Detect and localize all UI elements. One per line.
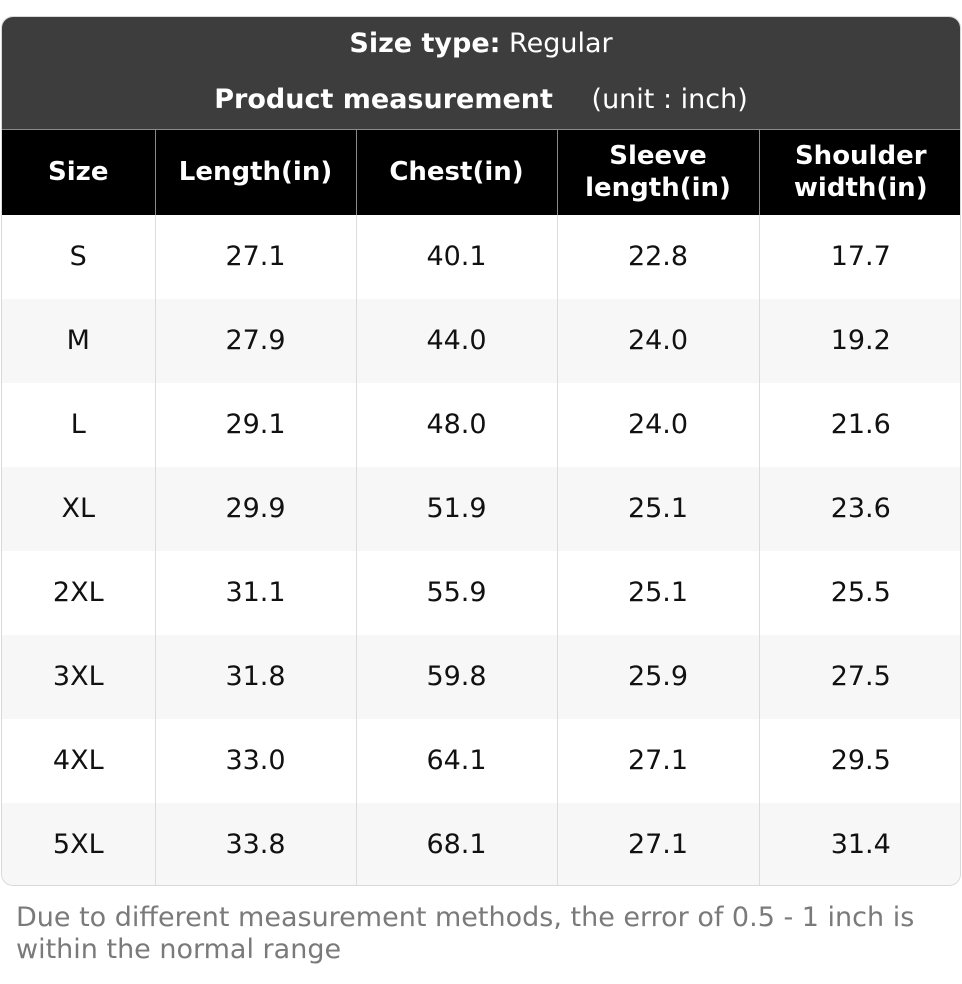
- measurement-cell: 31.1: [154, 550, 356, 635]
- measurement-note: Due to different measurement methods, th…: [16, 902, 915, 965]
- measurement-cell: 48.0: [355, 382, 557, 467]
- unit-text: (unit : inch): [591, 84, 748, 115]
- measurement-cell: 29.5: [758, 718, 960, 803]
- table-row: L 29.1 48.0 24.0 21.6: [2, 382, 960, 467]
- measurement-cell: 25.1: [556, 466, 759, 551]
- measurement-cell: 55.9: [355, 550, 557, 635]
- size-table: Size Length(in) Chest(in) Sleeve length(in) S…: [2, 129, 960, 885]
- column-header-text: length(in): [585, 173, 731, 204]
- measurement-cell: 25.1: [556, 550, 759, 635]
- measurement-cell: 29.9: [154, 466, 356, 551]
- size-chart-card: Size type: Regular Product measurement (…: [1, 16, 961, 886]
- measurement-cell: 25.5: [758, 550, 960, 635]
- table-row: S 27.1 40.1 22.8 17.7: [2, 214, 960, 299]
- measurement-cell: 29.1: [154, 382, 356, 467]
- size-cell: 3XL: [2, 634, 155, 719]
- table-body: S 27.1 40.1 22.8 17.7 M 27.9 44.0 24.0 19.2 L 29.1 4…: [2, 214, 960, 885]
- table-row: 2XL 31.1 55.9 25.1 25.5: [2, 550, 960, 635]
- measurement-cell: 27.1: [556, 718, 759, 803]
- column-header-text: Shoulder: [794, 141, 927, 172]
- measurement-cell: 25.9: [556, 634, 759, 719]
- table-row: 4XL 33.0 64.1 27.1 29.5: [2, 718, 960, 803]
- table-row: XL 29.9 51.9 25.1 23.6: [2, 466, 960, 551]
- size-cell: L: [2, 382, 155, 467]
- measurement-line: Product measurement (unit : inch): [2, 84, 960, 116]
- measurement-cell: 33.0: [154, 718, 356, 803]
- measurement-cell: 27.1: [556, 802, 759, 885]
- column-header: Size: [2, 129, 155, 215]
- measurement-cell: 44.0: [355, 298, 557, 383]
- table-row: 3XL 31.8 59.8 25.9 27.5: [2, 634, 960, 719]
- measurement-label: Product measurement: [214, 84, 553, 115]
- table-row: 5XL 33.8 68.1 27.1 31.4: [2, 802, 960, 885]
- size-cell: 5XL: [2, 802, 155, 885]
- column-header-text: Length(in): [178, 157, 333, 188]
- measurement-cell: 59.8: [355, 634, 557, 719]
- size-type-line: Size type: Regular: [2, 28, 960, 60]
- table-header-row: Size Length(in) Chest(in) Sleeve length(in) S…: [2, 129, 960, 215]
- column-header-text: Size: [48, 157, 109, 188]
- measurement-cell: 17.7: [758, 214, 960, 299]
- size-type-label: Size type:: [349, 28, 501, 59]
- column-header: Shoulder width(in): [758, 129, 960, 215]
- column-header-text: Sleeve: [609, 141, 707, 172]
- column-header: Sleeve length(in): [556, 129, 759, 215]
- measurement-cell: 24.0: [556, 382, 759, 467]
- measurement-cell: 68.1: [355, 802, 557, 885]
- measurement-cell: 64.1: [355, 718, 557, 803]
- column-header: Chest(in): [355, 129, 557, 215]
- size-cell: S: [2, 214, 155, 299]
- table-row: M 27.9 44.0 24.0 19.2: [2, 298, 960, 383]
- measurement-cell: 27.1: [154, 214, 356, 299]
- size-cell: XL: [2, 466, 155, 551]
- measurement-cell: 31.4: [758, 802, 960, 885]
- size-cell: 2XL: [2, 550, 155, 635]
- column-header-text: width(in): [793, 173, 928, 204]
- measurement-cell: 51.9: [355, 466, 557, 551]
- measurement-cell: 21.6: [758, 382, 960, 467]
- size-cell: 4XL: [2, 718, 155, 803]
- chart-title-bar: Size type: Regular Product measurement (…: [2, 17, 960, 129]
- measurement-cell: 22.8: [556, 214, 759, 299]
- measurement-cell: 31.8: [154, 634, 356, 719]
- measurement-cell: 19.2: [758, 298, 960, 383]
- size-cell: M: [2, 298, 155, 383]
- measurement-cell: 23.6: [758, 466, 960, 551]
- size-type-value: Regular: [509, 28, 613, 59]
- column-header: Length(in): [154, 129, 356, 215]
- measurement-cell: 33.8: [154, 802, 356, 885]
- column-header-text: Chest(in): [389, 157, 524, 188]
- measurement-cell: 24.0: [556, 298, 759, 383]
- measurement-cell: 27.5: [758, 634, 960, 719]
- measurement-cell: 40.1: [355, 214, 557, 299]
- measurement-cell: 27.9: [154, 298, 356, 383]
